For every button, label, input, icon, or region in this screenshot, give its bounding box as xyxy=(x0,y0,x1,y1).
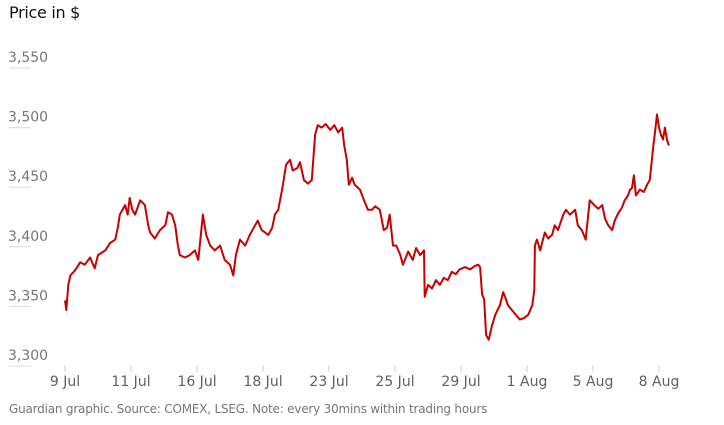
x-tick-label: 5 Aug xyxy=(573,374,614,390)
x-tick-label: 25 Jul xyxy=(375,374,414,390)
y-tick-label: 3,350 xyxy=(8,288,48,304)
y-tick-label: 3,550 xyxy=(8,50,48,66)
x-tick-label: 16 Jul xyxy=(177,374,216,390)
chart-source-note: Guardian graphic. Source: COMEX, LSEG. N… xyxy=(9,402,488,416)
y-tick-label: 3,500 xyxy=(8,110,48,126)
price-line xyxy=(64,113,670,341)
x-tick-label: 18 Jul xyxy=(243,374,282,390)
x-tick-label: 23 Jul xyxy=(309,374,348,390)
y-tick-label: 3,300 xyxy=(8,348,48,364)
x-tick-label: 11 Jul xyxy=(111,374,150,390)
y-tick-label: 3,400 xyxy=(8,229,48,245)
x-tick-label: 9 Jul xyxy=(50,374,80,390)
x-tick-label: 8 Aug xyxy=(639,374,680,390)
chart-title: Price in $ xyxy=(9,3,80,22)
x-tick-label: 1 Aug xyxy=(507,374,548,390)
x-tick-label: 29 Jul xyxy=(441,374,480,390)
y-tick-label: 3,450 xyxy=(8,169,48,185)
